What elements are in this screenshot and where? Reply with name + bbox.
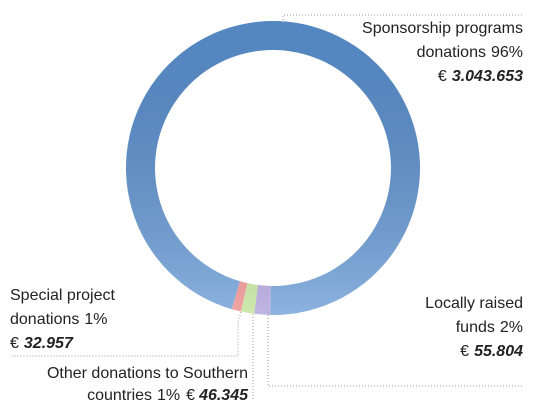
amount-label: 3.043.653: [452, 68, 523, 85]
category-label: Other donations to Southern: [47, 365, 248, 382]
slice: [125, 20, 420, 315]
category-label: donations: [417, 44, 486, 61]
amount: €3.043.653: [438, 68, 523, 85]
category-label: donations: [10, 311, 79, 328]
category-label: funds: [456, 319, 495, 336]
category-label: Special project: [10, 287, 116, 304]
amount-label: 55.804: [474, 343, 523, 360]
amount: €32.957: [10, 335, 74, 352]
currency: €: [10, 335, 19, 352]
currency: €: [438, 68, 447, 85]
leader-line: [10, 311, 242, 357]
label: Sponsorship programs: [362, 20, 523, 37]
category-label: Locally raised: [425, 295, 523, 312]
amount-label: 32.957: [24, 335, 74, 352]
currency: €: [460, 343, 469, 360]
leader-line: [282, 14, 523, 23]
label: funds 2%: [456, 319, 523, 336]
leader-line: [267, 312, 523, 387]
category-label: Sponsorship programs: [362, 20, 523, 37]
amount-label: 46.345: [198, 387, 249, 403]
donut: [125, 20, 420, 315]
currency: €: [186, 387, 195, 403]
label: Locally raised: [425, 295, 523, 312]
percent-label: 96%: [491, 44, 523, 61]
category-label: countries: [87, 387, 152, 403]
label: countries 1% €46.345: [87, 387, 249, 403]
percent-label: 1%: [157, 387, 180, 403]
label: donations 1%: [10, 311, 108, 328]
amount: €55.804: [460, 343, 523, 360]
label: donations 96%: [417, 44, 523, 61]
label: Special project: [10, 287, 116, 304]
label: Other donations to Southern: [47, 365, 248, 382]
percent-label: 2%: [500, 319, 523, 336]
percent-label: 1%: [84, 311, 107, 328]
